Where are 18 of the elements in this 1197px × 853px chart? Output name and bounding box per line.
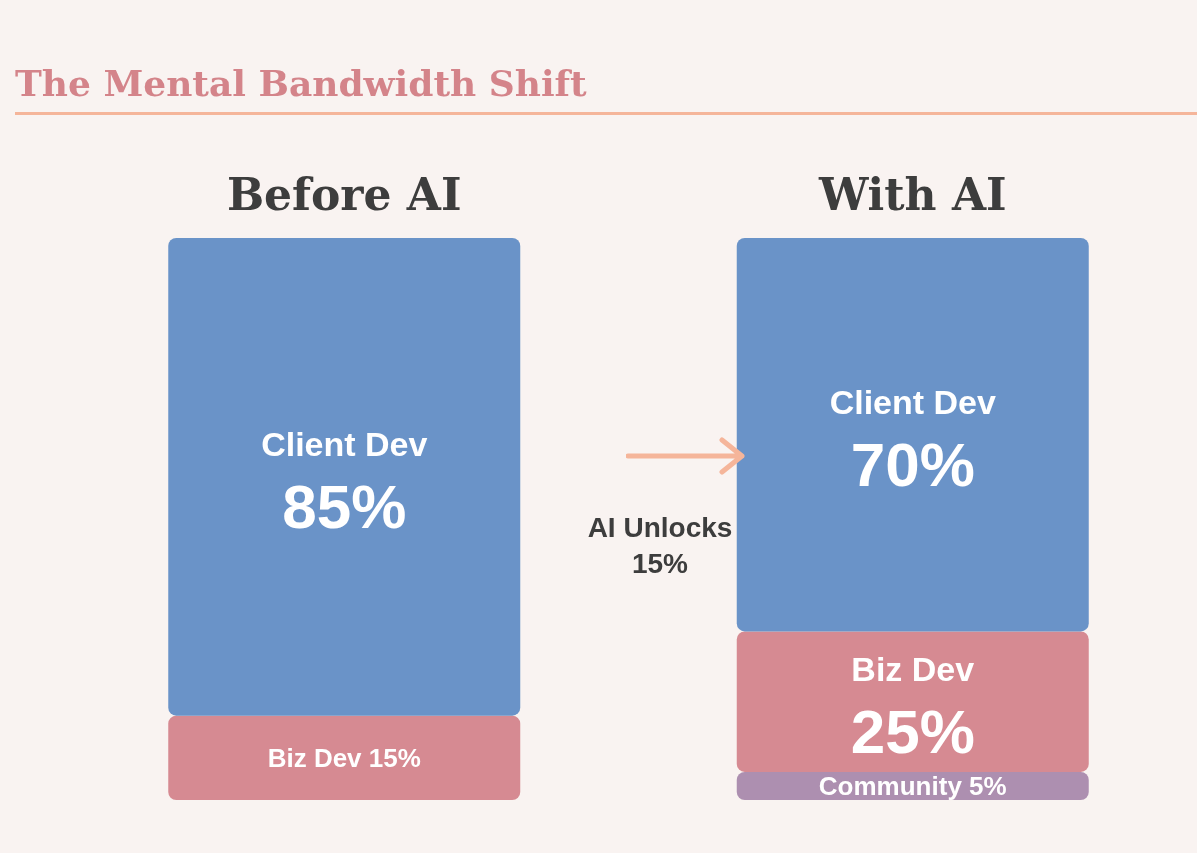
- bar: [736, 631, 1089, 772]
- series-label: Community: [818, 770, 970, 801]
- x-tick-label: Before AI: [226, 168, 462, 220]
- annotation: AI Unlocks 15%: [586, 511, 734, 581]
- data-label: 25%: [850, 697, 975, 767]
- data-label: 85%: [282, 472, 407, 542]
- text: Biz Dev: [267, 742, 362, 773]
- chart-title: The Mental Bandwidth Shift: [15, 62, 1197, 115]
- series-label: Biz Dev: [851, 649, 975, 688]
- text: Client Dev: [829, 382, 996, 421]
- x-tick-label: With AI: [817, 168, 1007, 220]
- bar: [736, 238, 1089, 632]
- data-label: 15%: [368, 742, 421, 773]
- series-label: Client Dev: [261, 424, 428, 463]
- data-label: 5%: [969, 770, 1007, 801]
- bar: [168, 238, 521, 716]
- data-label: 70%: [850, 430, 975, 500]
- bar: [168, 715, 521, 800]
